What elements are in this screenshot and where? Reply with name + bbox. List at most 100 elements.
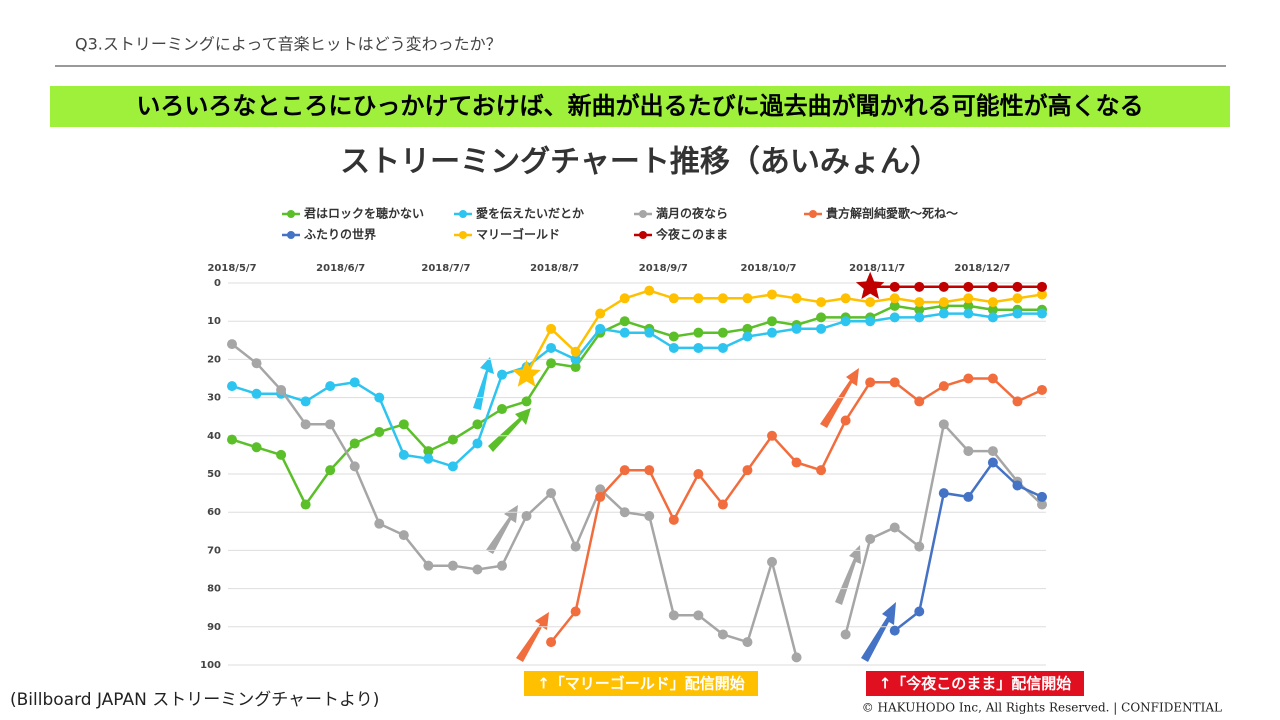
point	[374, 426, 385, 437]
point	[963, 308, 974, 319]
point	[447, 434, 458, 445]
point	[742, 465, 753, 476]
banner-bg	[50, 86, 1230, 127]
point	[889, 625, 900, 636]
point	[987, 312, 998, 323]
point	[816, 323, 827, 334]
legend-label: ふたりの世界	[304, 227, 376, 242]
point	[546, 342, 557, 353]
series-line	[231, 343, 798, 658]
x-tick-label: 2018/10/7	[740, 263, 796, 274]
point	[472, 564, 483, 575]
point	[227, 339, 237, 350]
series-line	[231, 312, 1042, 468]
point	[963, 281, 974, 292]
point	[668, 331, 679, 342]
point	[987, 281, 998, 292]
y-tick-label: 50	[207, 469, 221, 480]
point	[398, 530, 409, 541]
point	[889, 293, 900, 304]
y-tick-label: 0	[214, 278, 221, 289]
point	[717, 342, 728, 353]
point	[668, 293, 679, 304]
point	[374, 392, 385, 403]
source: (Billboard JAPAN ストリーミングチャートより)	[10, 690, 379, 710]
point	[570, 541, 581, 552]
point	[742, 637, 753, 648]
legend-marker	[809, 210, 817, 218]
point	[1037, 289, 1047, 300]
point	[619, 327, 630, 338]
x-tick-label: 2018/5/7	[207, 263, 256, 274]
point	[865, 316, 876, 327]
point	[1012, 396, 1023, 407]
point	[398, 419, 409, 430]
point	[963, 373, 974, 384]
point	[447, 461, 458, 472]
point	[521, 396, 532, 407]
point	[300, 396, 311, 407]
point	[546, 323, 557, 334]
point	[791, 652, 802, 663]
point	[619, 465, 630, 476]
point	[546, 488, 557, 499]
point	[693, 610, 704, 621]
point	[767, 430, 777, 441]
point	[644, 327, 655, 338]
point	[987, 446, 998, 457]
point	[325, 419, 336, 430]
point	[251, 358, 262, 369]
point	[914, 606, 925, 617]
arrow	[835, 545, 861, 605]
point	[570, 606, 581, 617]
point	[717, 629, 728, 640]
point	[767, 316, 777, 327]
point	[1012, 480, 1023, 491]
point	[546, 637, 557, 648]
point	[497, 560, 507, 571]
point	[349, 461, 360, 472]
point	[570, 354, 581, 365]
y-tick-label: 100	[200, 660, 221, 671]
point	[767, 289, 777, 300]
point	[767, 556, 777, 567]
chart-title: ストリーミングチャート推移（あいみょん）	[340, 145, 940, 180]
point	[938, 488, 949, 499]
point	[619, 316, 630, 327]
series-line	[525, 289, 1043, 376]
series-line	[231, 304, 1042, 508]
point	[693, 342, 704, 353]
annotation: ↑「今夜このまま」配信開始	[879, 675, 1072, 693]
point	[791, 457, 802, 468]
point	[914, 304, 925, 315]
annotation-bg	[524, 671, 758, 696]
point	[693, 469, 704, 479]
point	[595, 491, 606, 502]
point	[767, 327, 777, 338]
point	[987, 373, 998, 384]
point	[644, 285, 655, 296]
legend-marker	[459, 231, 467, 239]
point	[889, 312, 900, 323]
point	[1012, 281, 1023, 292]
point	[791, 323, 802, 334]
point-star	[855, 271, 885, 299]
banner: いろいろなところにひっかけておけば、新曲が出るたびに過去曲が聞かれる可能性が高く…	[136, 92, 1143, 120]
arrow	[861, 602, 896, 662]
point	[987, 457, 998, 468]
y-tick-label: 40	[207, 431, 221, 442]
point	[791, 293, 802, 304]
x-tick-label: 2018/9/7	[639, 263, 688, 274]
point	[717, 499, 728, 510]
point	[325, 465, 336, 476]
point	[865, 377, 876, 388]
point	[521, 511, 532, 522]
point	[619, 293, 630, 304]
point	[938, 419, 949, 430]
point	[914, 281, 925, 292]
point	[570, 362, 581, 373]
point	[914, 312, 925, 323]
x-tick-label: 2018/6/7	[316, 263, 365, 274]
annotation-bg	[866, 671, 1084, 696]
point	[963, 300, 974, 311]
